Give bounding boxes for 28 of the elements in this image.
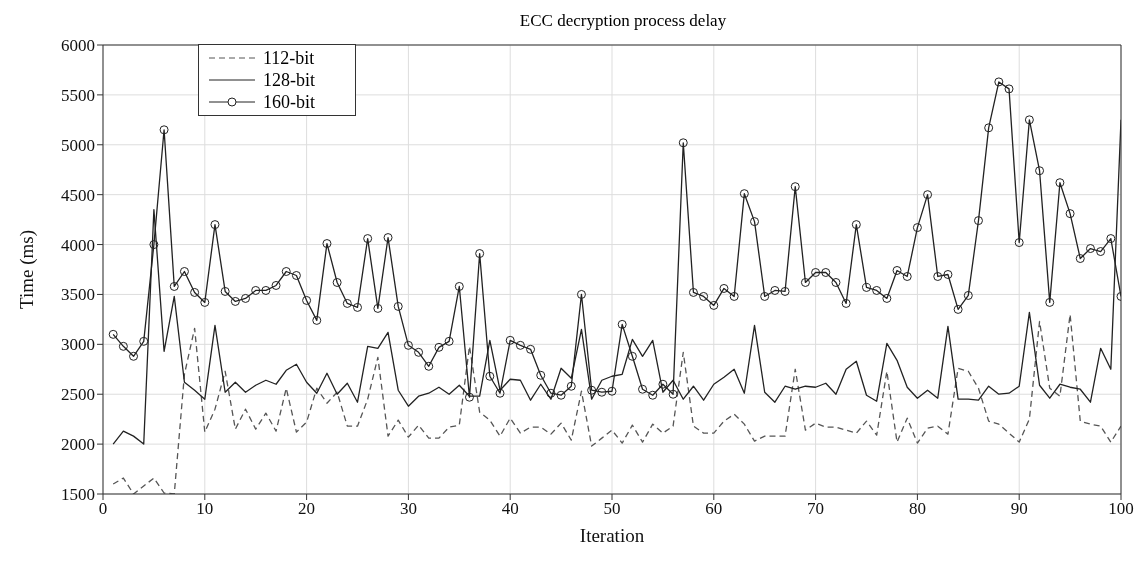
- x-tick-label: 100: [1108, 499, 1134, 519]
- x-tick-label: 0: [98, 499, 108, 519]
- x-tick-label: 30: [399, 499, 417, 519]
- x-tick-label: 10: [196, 499, 214, 519]
- x-axis-title: Iteration: [579, 525, 645, 546]
- y-tick-label: 2500: [61, 385, 95, 405]
- y-tick-label: 3000: [61, 335, 95, 355]
- line-series: [112, 313, 1121, 494]
- y-tick-label: 2000: [61, 435, 95, 455]
- x-tick-label: 80: [908, 499, 926, 519]
- x-tick-label: 60: [705, 499, 723, 519]
- legend-label: 160-bit: [263, 91, 315, 113]
- y-tick-label: 3500: [61, 285, 95, 305]
- y-tick-label: 6000: [61, 36, 95, 56]
- y-tick-label: 5500: [61, 85, 95, 105]
- legend-label: 128-bit: [263, 69, 315, 91]
- chart-title: ECC decryption process delay: [518, 10, 728, 32]
- y-tick-label: 4000: [61, 235, 95, 255]
- x-tick-label: 90: [1010, 499, 1028, 519]
- y-axis-title: Time (ms): [15, 229, 38, 310]
- y-tick-label: 4500: [61, 185, 95, 205]
- x-tick-label: 70: [807, 499, 825, 519]
- x-tick-label: 50: [603, 499, 621, 519]
- x-tick-label: 40: [501, 499, 519, 519]
- legend-label: 112-bit: [263, 47, 315, 69]
- y-tick-label: 5000: [61, 135, 95, 155]
- x-tick-label: 20: [298, 499, 316, 519]
- y-tick-label: 1500: [61, 485, 95, 505]
